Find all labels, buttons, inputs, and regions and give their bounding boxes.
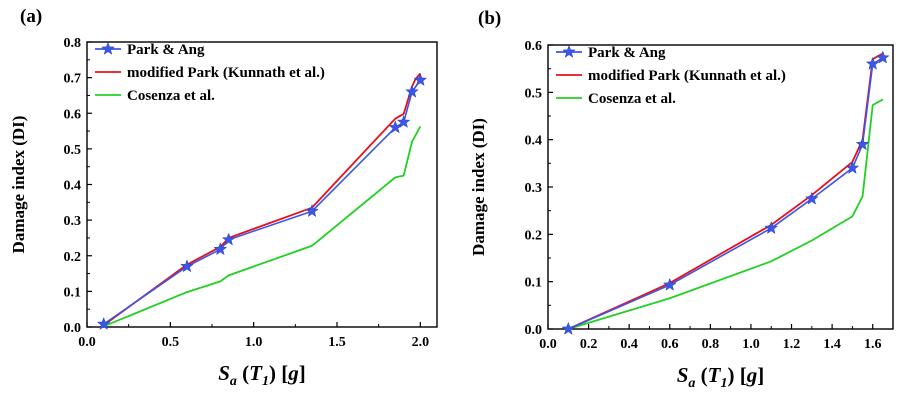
y-axis-title: Damage index (DI)	[9, 116, 28, 254]
data-point-star	[96, 316, 111, 330]
legend-label: Cosenza et al.	[588, 91, 676, 107]
x-tick-label: 0.0	[539, 337, 557, 352]
chart-panel-b: (b) 0.0 0.2 0.4 0.6 0.8 1.0 1.2 1.4 1.6 0.0 0.1 0.2 0…	[469, 8, 894, 391]
y-tick-label: 0.1	[525, 276, 543, 291]
x-tick-label: 0.8	[702, 337, 720, 352]
panel-label: (b)	[478, 8, 501, 29]
data-point-star	[875, 50, 890, 64]
x-tick-label: 0.4	[620, 337, 638, 352]
x-tick-label: 1.0	[742, 337, 760, 352]
legend-label: modified Park (Kunnath et al.)	[127, 65, 325, 81]
x-tick-label: 0.6	[661, 337, 679, 352]
legend-label: Cosenza et al.	[127, 88, 215, 104]
plot-frame	[86, 41, 438, 328]
x-axis-title: Sa (T1) [g]	[218, 361, 306, 389]
y-tick-label: 0.5	[525, 86, 543, 101]
data-point-star	[764, 220, 779, 235]
data-point-star	[865, 56, 880, 70]
data-point-star	[804, 191, 819, 205]
data-point-star	[845, 160, 860, 174]
x-tick-label: 1.5	[328, 335, 346, 350]
y-tick-label: 0.7	[64, 72, 82, 87]
chart-panel-a: (a) 0.0 0.5 1.0 1.5 2.0 0.0 0.1 0.2 0.3 0.4 0.5 0.6 0…	[9, 6, 438, 389]
y-tick-label: 0.3	[525, 181, 543, 196]
panel-label: (a)	[20, 6, 42, 27]
data-point-star	[413, 72, 428, 86]
y-tick-label: 0.2	[525, 228, 543, 243]
data-point-star	[388, 120, 403, 134]
y-tick-label: 0.0	[64, 321, 82, 336]
data-point-star	[213, 242, 228, 256]
y-tick-label: 0.4	[64, 179, 82, 194]
series-line-0	[567, 57, 884, 330]
data-point-star	[561, 321, 576, 335]
y-tick-label: 0.3	[64, 214, 82, 229]
y-tick-label: 0.5	[64, 143, 82, 158]
series-line-1	[103, 72, 422, 326]
y-tick-label: 0.0	[525, 323, 543, 338]
x-tick-label: 0.0	[78, 335, 96, 350]
x-tick-label: 1.2	[783, 337, 801, 352]
series-line-0	[103, 79, 421, 325]
plot-frame	[547, 44, 894, 330]
y-tick-label: 0.6	[525, 39, 543, 54]
y-tick-label: 0.8	[64, 36, 82, 51]
y-tick-label: 0.1	[64, 285, 82, 300]
series-line-2	[103, 126, 422, 328]
data-point-star	[855, 137, 870, 151]
legend-star-icon	[101, 41, 115, 55]
x-axis-title: Sa (T1) [g]	[677, 363, 765, 391]
legend-label: Park & Ang	[127, 42, 205, 58]
y-tick-label: 0.2	[64, 250, 82, 265]
legend-label: modified Park (Kunnath et al.)	[588, 68, 786, 84]
legend-label: Park & Ang	[588, 45, 666, 61]
data-point-star	[662, 277, 677, 291]
x-tick-label: 0.5	[162, 335, 180, 350]
data-point-star	[396, 114, 411, 128]
data-point-star	[180, 259, 194, 273]
x-tick-label: 1.0	[245, 335, 263, 350]
x-tick-label: 0.2	[580, 337, 598, 352]
y-axis-title: Damage index (DI)	[469, 118, 488, 256]
data-point-star	[405, 84, 419, 98]
series-line-2	[568, 98, 884, 330]
data-point-star	[221, 232, 236, 246]
legend-star-icon	[562, 44, 576, 58]
x-tick-label: 2.0	[412, 335, 430, 350]
x-tick-label: 1.6	[864, 337, 882, 352]
x-tick-label: 1.4	[823, 337, 841, 352]
y-tick-label: 0.4	[525, 134, 543, 149]
data-point-star	[305, 203, 319, 218]
y-tick-label: 0.6	[64, 107, 82, 122]
